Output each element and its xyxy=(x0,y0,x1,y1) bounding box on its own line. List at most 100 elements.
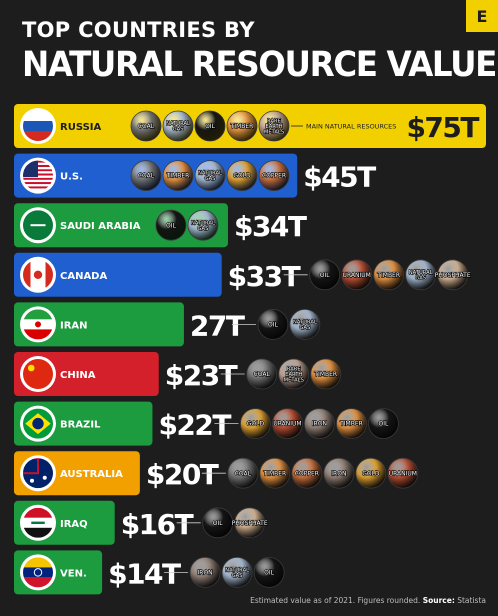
resource-ball xyxy=(155,209,187,241)
bar-row-iran: IRAN 27T OIL NATURAL GAS xyxy=(14,302,321,347)
resource-rare-earth-metals: RARE EARTH METALS xyxy=(278,358,310,390)
flag-fill xyxy=(23,111,53,141)
resource-ball xyxy=(278,358,310,390)
resource-oil: OIL xyxy=(194,110,226,142)
resource-iron: IRON xyxy=(189,557,221,588)
resource-timber: TIMBER xyxy=(373,259,405,291)
resource-ball xyxy=(234,507,266,539)
footer-note-text: Estimated value as of 2021. Figures roun… xyxy=(250,596,421,605)
resource-label: COPPER xyxy=(262,173,286,180)
resource-label: GOLD xyxy=(247,421,265,428)
country-label: VEN. xyxy=(60,568,87,579)
resource-natural-gas: NATURAL GAS xyxy=(194,160,226,192)
resource-ball xyxy=(226,160,258,192)
value-label: $23T xyxy=(165,359,238,392)
venezuela-flag xyxy=(23,557,53,588)
bar-row-australia: AUSTRALIA $20T COAL TIMBER COPPER IRON GOLD URA… xyxy=(14,451,419,496)
resource-ball xyxy=(162,110,194,142)
resource-label: URANIUM xyxy=(273,421,301,428)
resource-label: URANIUM xyxy=(389,470,417,477)
resource-uranium: URANIUM xyxy=(387,457,419,489)
resource-ball xyxy=(272,408,303,440)
resource-rare-earth-metals: RARE EARTH METALS xyxy=(258,110,290,142)
resource-uranium: URANIUM xyxy=(341,259,373,291)
resource-ball xyxy=(226,110,258,142)
resource-iron: IRON xyxy=(304,408,335,440)
resource-ball xyxy=(130,160,162,192)
resource-natural-gas: NATURAL GAS xyxy=(187,209,219,241)
resource-ball xyxy=(437,259,469,291)
resource-label: NATURAL GAS xyxy=(191,220,215,231)
value-label: $22T xyxy=(158,409,231,442)
bar-row-ven: VEN. $14T IRON NATURAL GAS OIL xyxy=(14,550,285,595)
resource-ball xyxy=(355,457,387,489)
resource-coal: COAL xyxy=(246,358,278,390)
resource-label: TIMBER xyxy=(166,173,190,180)
resource-uranium: URANIUM xyxy=(272,408,303,440)
flag-fill xyxy=(23,359,53,389)
china-flag xyxy=(23,359,53,389)
bar-row-u-s: U.S. $45T COAL TIMBER NATURAL GAS GOLD COPPER xyxy=(14,153,378,198)
resource-label: GOLD xyxy=(233,173,251,180)
resource-label: TIMBER xyxy=(263,470,287,477)
bar-row-iraq: IRAQ $16T OIL PHOSPHATE xyxy=(14,500,268,545)
resource-ball xyxy=(341,259,373,291)
resource-label: OIL xyxy=(166,222,176,229)
bar-iran xyxy=(14,302,184,347)
russia-flag xyxy=(23,111,53,141)
country-label: U.S. xyxy=(60,172,83,183)
resource-label: OIL xyxy=(213,520,223,527)
resource-label: TIMBER xyxy=(339,421,363,428)
resource-coal: COAL xyxy=(130,160,162,192)
bar-row-brazil: BRAZIL $22T GOLD URANIUM IRON TIMBER OIL xyxy=(14,401,399,446)
resource-ball xyxy=(304,408,335,440)
resource-label: IRON xyxy=(331,470,346,477)
chart-title-line1: TOP COUNTRIES BY xyxy=(22,18,255,42)
resource-coal: COAL xyxy=(227,457,259,489)
value-label: 27T xyxy=(190,309,245,342)
resource-label: NATURAL GAS xyxy=(166,121,190,132)
resource-iron: IRON xyxy=(323,457,355,489)
resource-timber: TIMBER xyxy=(259,457,291,489)
country-label: SAUDI ARABIA xyxy=(60,221,141,232)
value-label: $16T xyxy=(121,508,194,541)
resource-label: RARE EARTH METALS xyxy=(264,118,284,135)
australia-flag xyxy=(23,458,53,489)
resource-natural-gas: NATURAL GAS xyxy=(289,308,321,340)
resource-natural-gas: NATURAL GAS xyxy=(162,110,194,142)
resource-natural-gas: NATURAL GAS xyxy=(405,259,437,291)
canada-flag xyxy=(23,259,53,290)
resource-timber: TIMBER xyxy=(336,408,367,440)
source-label: Source: xyxy=(422,596,455,605)
resource-ball xyxy=(189,557,221,588)
resource-ball xyxy=(227,457,259,489)
resource-label: NATURAL GAS xyxy=(409,270,433,281)
resource-ball xyxy=(194,110,226,142)
resource-label: IRON xyxy=(312,421,327,428)
bar-canada xyxy=(14,252,222,297)
saudi-arabia-flag xyxy=(23,210,53,241)
resource-label: COPPER xyxy=(295,470,319,477)
resource-copper: COPPER xyxy=(291,457,323,489)
country-label: IRAQ xyxy=(60,519,88,530)
country-label: RUSSIA xyxy=(60,122,101,133)
resource-oil: OIL xyxy=(309,259,341,291)
resource-label: NATURAL GAS xyxy=(293,319,317,330)
resource-ball xyxy=(162,160,194,192)
resource-ball xyxy=(194,160,226,192)
resource-label: IRON xyxy=(198,570,213,577)
resource-label: URANIUM xyxy=(343,272,371,279)
resource-ball xyxy=(387,457,419,489)
resource-phosphate: PHOSPHATE xyxy=(231,507,268,539)
country-label: AUSTRALIA xyxy=(60,469,123,480)
bar-row-china: CHINA $23T COAL RARE EARTH METALS TIMBER xyxy=(14,352,342,396)
resource-label: COAL xyxy=(138,123,155,130)
resource-label: COAL xyxy=(235,470,252,477)
resource-ball xyxy=(221,557,253,588)
resource-oil: OIL xyxy=(257,308,289,340)
brazil-flag xyxy=(23,408,53,439)
resource-label: TIMBER xyxy=(313,371,337,378)
country-label: BRAZIL xyxy=(60,420,101,431)
value-label: $34T xyxy=(234,210,307,243)
flag-fill xyxy=(23,507,53,538)
